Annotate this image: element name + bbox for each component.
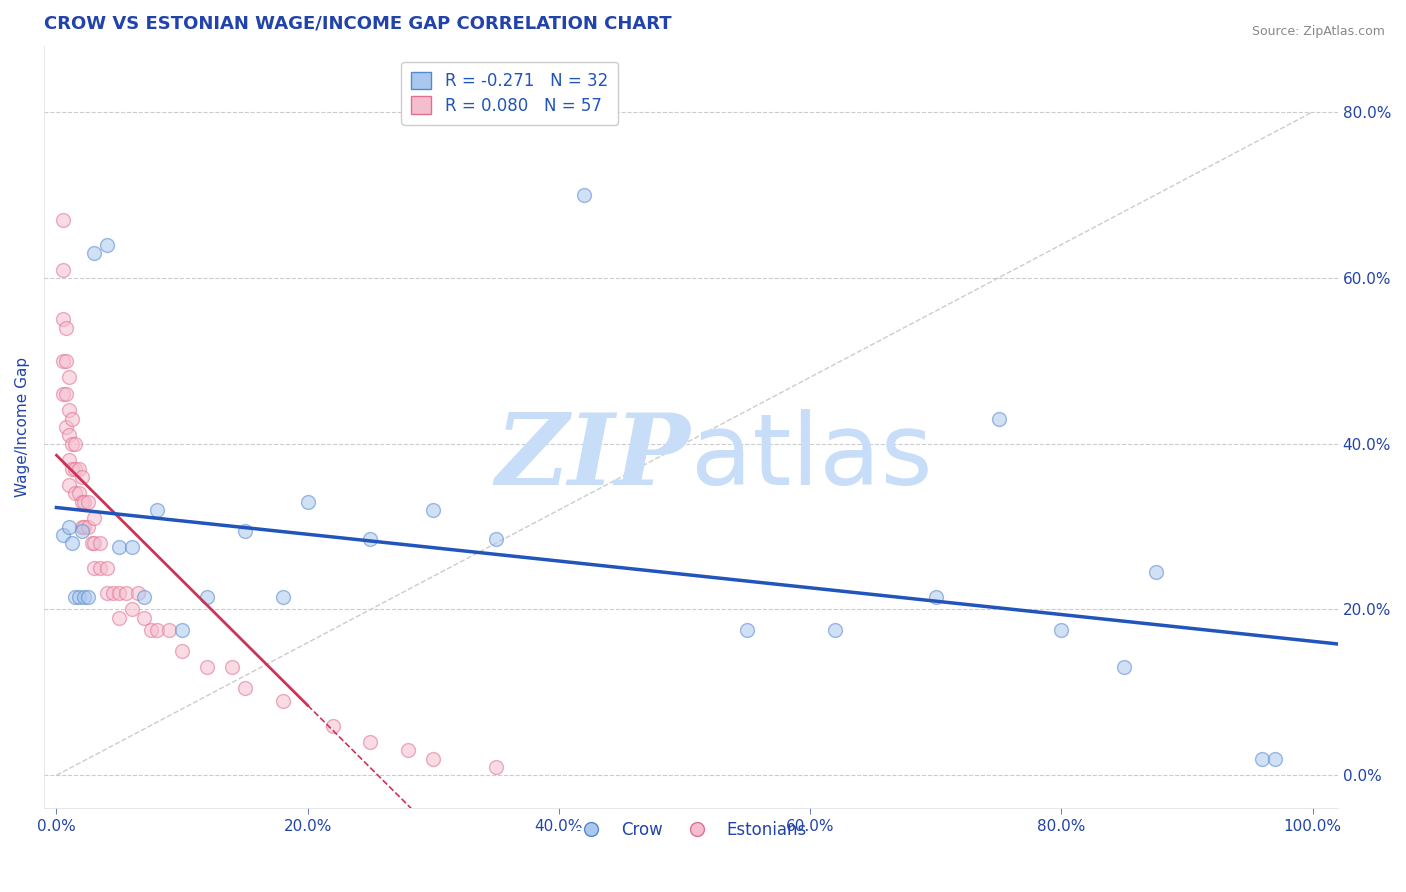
Point	[52, 312, 75, 326]
Point	[67, 486, 90, 500]
Y-axis label: Wage/Income Gap: Wage/Income Gap	[15, 357, 30, 497]
Point	[1264, 752, 1286, 766]
Point	[108, 541, 131, 555]
Point	[70, 524, 93, 538]
Point	[359, 532, 381, 546]
Point	[170, 644, 193, 658]
Legend: Crow, Estonians: Crow, Estonians	[568, 814, 814, 846]
Point	[127, 586, 149, 600]
Point	[322, 718, 344, 732]
Point	[271, 693, 294, 707]
Point	[58, 519, 80, 533]
Point	[52, 528, 75, 542]
Point	[1251, 752, 1274, 766]
Point	[67, 461, 90, 475]
Point	[146, 503, 169, 517]
Point	[233, 524, 256, 538]
Text: CROW VS ESTONIAN WAGE/INCOME GAP CORRELATION CHART: CROW VS ESTONIAN WAGE/INCOME GAP CORRELA…	[44, 15, 672, 33]
Point	[52, 262, 75, 277]
Point	[987, 411, 1010, 425]
Point	[80, 536, 103, 550]
Point	[297, 494, 319, 508]
Point	[60, 411, 83, 425]
Point	[58, 428, 80, 442]
Point	[52, 212, 75, 227]
Point	[134, 590, 156, 604]
Point	[65, 461, 87, 475]
Point	[58, 403, 80, 417]
Text: atlas: atlas	[690, 409, 932, 506]
Point	[89, 561, 111, 575]
Point	[76, 519, 98, 533]
Point	[121, 541, 143, 555]
Point	[735, 623, 758, 637]
Point	[195, 590, 218, 604]
Point	[70, 470, 93, 484]
Point	[925, 590, 948, 604]
Text: Source: ZipAtlas.com: Source: ZipAtlas.com	[1251, 25, 1385, 38]
Point	[70, 494, 93, 508]
Point	[65, 590, 87, 604]
Point	[221, 660, 243, 674]
Point	[485, 760, 508, 774]
Point	[1050, 623, 1073, 637]
Point	[52, 387, 75, 401]
Point	[83, 536, 105, 550]
Point	[233, 681, 256, 696]
Point	[58, 453, 80, 467]
Point	[83, 511, 105, 525]
Point	[73, 519, 96, 533]
Point	[101, 586, 124, 600]
Point	[195, 660, 218, 674]
Point	[58, 370, 80, 384]
Point	[55, 387, 77, 401]
Point	[121, 602, 143, 616]
Point	[1144, 565, 1167, 579]
Point	[422, 503, 444, 517]
Point	[396, 743, 419, 757]
Point	[139, 623, 162, 637]
Point	[359, 735, 381, 749]
Point	[83, 246, 105, 260]
Point	[60, 461, 83, 475]
Point	[170, 623, 193, 637]
Point	[70, 519, 93, 533]
Point	[55, 353, 77, 368]
Point	[96, 237, 118, 252]
Point	[73, 590, 96, 604]
Point	[83, 561, 105, 575]
Point	[67, 590, 90, 604]
Point	[60, 436, 83, 450]
Point	[76, 494, 98, 508]
Point	[271, 590, 294, 604]
Point	[134, 611, 156, 625]
Point	[65, 436, 87, 450]
Point	[65, 486, 87, 500]
Point	[1114, 660, 1136, 674]
Text: ZIP: ZIP	[496, 409, 690, 506]
Point	[76, 590, 98, 604]
Point	[159, 623, 181, 637]
Point	[108, 586, 131, 600]
Point	[96, 561, 118, 575]
Point	[55, 320, 77, 334]
Point	[89, 536, 111, 550]
Point	[52, 353, 75, 368]
Point	[485, 532, 508, 546]
Point	[60, 536, 83, 550]
Point	[58, 478, 80, 492]
Point	[824, 623, 846, 637]
Point	[96, 586, 118, 600]
Point	[114, 586, 136, 600]
Point	[146, 623, 169, 637]
Point	[572, 188, 595, 202]
Point	[108, 611, 131, 625]
Point	[55, 420, 77, 434]
Point	[73, 494, 96, 508]
Point	[422, 752, 444, 766]
